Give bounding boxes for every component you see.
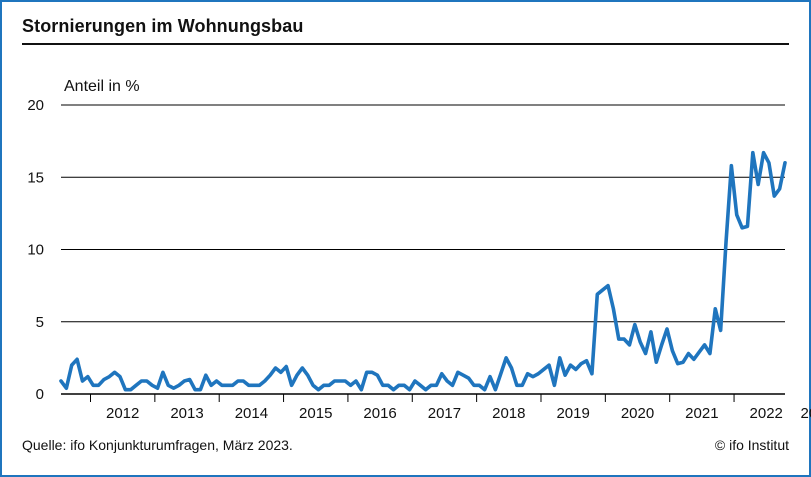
y-axis-label: Anteil in %: [64, 78, 140, 95]
y-tick-label: 10: [27, 242, 44, 259]
y-tick-label: 15: [27, 169, 44, 186]
x-tick-label: 2012: [106, 405, 139, 422]
y-tick-label: 20: [27, 97, 44, 114]
x-tick-labels: 2012 2013 2014 2015 2016 2017 2018 2019 2020 2021…: [89, 394, 811, 422]
x-tick-label: 2020: [621, 405, 654, 422]
source-note: Quelle: ifo Konjunkturumfragen, März 202…: [22, 437, 293, 453]
x-tick-label: 2017: [428, 405, 461, 422]
title-rule: [22, 43, 789, 45]
y-tick-label: 5: [36, 314, 44, 331]
x-tick-label: 2019: [556, 405, 589, 422]
gridlines: [61, 104, 785, 395]
x-tick-label: 2022: [750, 405, 783, 422]
x-tick-label: 2023: [800, 405, 811, 422]
y-tick-label: 0: [36, 386, 44, 403]
x-tick-label: 2021: [685, 405, 718, 422]
copyright-note: © ifo Institut: [714, 437, 789, 453]
x-tick-label: 2015: [299, 405, 332, 422]
y-tick-labels: 0 5 10 15 20: [27, 97, 44, 403]
x-tick-label: 2014: [235, 405, 268, 422]
chart-title: Stornierungen im Wohnungsbau: [22, 16, 304, 36]
x-tick-label: 2013: [170, 405, 203, 422]
series-line: [59, 150, 787, 392]
series-group: [59, 150, 787, 392]
x-tick-label: 2016: [363, 405, 396, 422]
x-tick-label: 2018: [492, 405, 525, 422]
